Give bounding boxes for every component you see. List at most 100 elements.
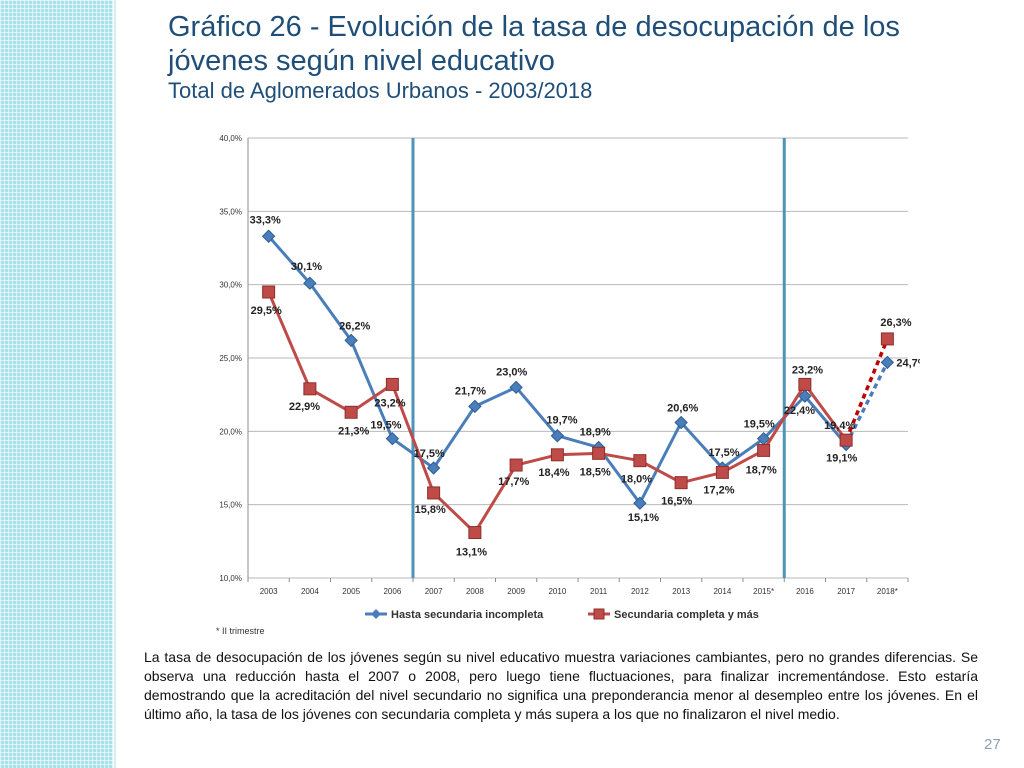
y-axis-ticks: 10,0% 15,0% 20,0% 25,0% 30,0% 35,0% 40,0%: [219, 134, 242, 583]
data-label: 18,5%: [580, 466, 611, 478]
data-label: 26,2%: [339, 320, 370, 332]
data-label: 19,5%: [744, 419, 775, 431]
data-label: 22,4%: [784, 405, 815, 417]
data-point-marker: [509, 458, 523, 472]
data-point-marker: [261, 229, 276, 243]
data-label: 20,6%: [667, 403, 698, 415]
chart-gridlines: [247, 137, 908, 579]
series-dashed-segment: [844, 361, 889, 446]
x-tick-label: 2005: [342, 587, 360, 596]
data-label: 13,1%: [456, 547, 487, 559]
data-point-marker: [880, 355, 895, 370]
data-point-marker: [385, 377, 399, 391]
period-divider-lines: [411, 138, 786, 578]
data-label: 29,5%: [251, 305, 282, 317]
y-tick-label: 30,0%: [219, 281, 242, 290]
title-line-1: Gráfico 26 - Evolución de la tasa de des…: [168, 11, 900, 43]
title-line-2: jóvenes según nivel educativo: [168, 45, 555, 77]
data-point-marker: [426, 461, 441, 475]
data-label: 17,5%: [708, 447, 739, 459]
x-tick-label: 2017: [837, 587, 855, 596]
data-label: 18,9%: [580, 426, 611, 438]
data-point-marker: [674, 476, 688, 490]
data-point-marker: [303, 382, 317, 396]
x-tick-label: 2016: [796, 587, 814, 596]
x-tick-label: 2018*: [877, 587, 898, 596]
y-tick-label: 15,0%: [219, 501, 242, 510]
data-label: 33,3%: [250, 214, 281, 226]
x-axis-ticks: 2003 2004 2005 2006 2007 2008 2009 2010 2011 2012…: [247, 578, 909, 596]
data-label: 18,4%: [538, 467, 569, 479]
data-label: 18,0%: [621, 474, 652, 486]
data-label: 23,2%: [374, 397, 405, 409]
slide-body-text: La tasa de desocupación de los jóvenes s…: [144, 649, 978, 722]
chart-legend: Hasta secundaria incompleta Secundaria co…: [365, 608, 759, 621]
data-point-marker: [757, 443, 771, 457]
x-tick-label: 2011: [590, 587, 608, 596]
data-label: 23,2%: [792, 364, 823, 376]
data-label: 21,3%: [338, 425, 369, 437]
x-tick-label: 2006: [383, 587, 401, 596]
data-point-marker: [262, 285, 276, 299]
data-label: 19,4%: [824, 420, 855, 432]
x-tick-label: 2010: [548, 587, 566, 596]
chart-data-labels: 33,3% 30,1% 26,2% 19,5% 17,5% 21,7% 23,0% 19,7%…: [250, 214, 920, 558]
y-tick-label: 40,0%: [219, 134, 242, 143]
x-tick-label: 2003: [260, 587, 278, 596]
side-decoration-band: [0, 0, 113, 768]
y-tick-label: 10,0%: [219, 574, 242, 583]
x-tick-label: 2015*: [753, 587, 774, 596]
data-label: 23,0%: [496, 366, 527, 378]
chart-series: [261, 229, 895, 540]
x-tick-label: 2012: [631, 587, 649, 596]
legend-label: Hasta secundaria incompleta: [391, 609, 544, 621]
x-tick-label: 2009: [507, 587, 525, 596]
data-label: 17,2%: [703, 484, 734, 496]
data-label: 21,7%: [455, 385, 486, 397]
chart-footnote: * II trimestre: [216, 626, 265, 636]
data-point-marker: [427, 486, 441, 500]
data-label: 19,7%: [546, 415, 577, 427]
data-point-marker: [385, 431, 400, 446]
x-tick-label: 2008: [466, 587, 484, 596]
slide-title: Gráfico 26 - Evolución de la tasa de des…: [168, 10, 988, 104]
x-tick-label: 2013: [672, 587, 690, 596]
data-label: 26,3%: [880, 317, 911, 329]
series-line-hasta-secundaria-incompleta: [267, 235, 848, 505]
page-number: 27: [984, 736, 1001, 753]
data-point-marker: [880, 332, 894, 346]
y-tick-label: 35,0%: [219, 207, 242, 216]
data-label: 17,7%: [498, 476, 529, 488]
series-dashed-segment: [844, 338, 889, 441]
data-label: 16,5%: [661, 496, 692, 508]
legend-marker: [593, 608, 605, 620]
data-point-marker: [550, 448, 564, 462]
data-point-marker: [798, 389, 812, 403]
data-point-marker: [468, 399, 482, 414]
data-point-marker: [509, 380, 523, 395]
line-chart: 10,0% 15,0% 20,0% 25,0% 30,0% 35,0% 40,0% 2003…: [216, 134, 920, 636]
data-point-marker: [633, 496, 647, 510]
data-point-marker: [344, 405, 358, 419]
x-tick-label: 2007: [425, 587, 443, 596]
data-point-marker: [715, 465, 729, 479]
legend-marker: [371, 609, 381, 619]
data-point-marker: [592, 446, 606, 460]
data-point-marker: [674, 415, 688, 430]
legend-label: Secundaria completa y más: [614, 609, 759, 621]
data-label: 18,7%: [746, 464, 777, 476]
data-point-marker: [633, 454, 647, 468]
data-point-marker: [468, 526, 482, 540]
side-divider-line: [114, 0, 116, 768]
data-label: 17,5%: [414, 448, 445, 460]
data-point-marker: [344, 333, 358, 348]
x-tick-label: 2004: [301, 587, 319, 596]
data-label: 19,1%: [826, 453, 857, 465]
y-tick-label: 25,0%: [219, 354, 242, 363]
data-label: 19,5%: [370, 420, 401, 432]
slide-subtitle: Total de Aglomerados Urbanos - 2003/2018: [168, 78, 593, 103]
x-tick-label: 2014: [713, 587, 731, 596]
data-point-marker: [550, 429, 565, 443]
data-label: 22,9%: [289, 401, 320, 413]
y-tick-label: 20,0%: [219, 427, 242, 436]
